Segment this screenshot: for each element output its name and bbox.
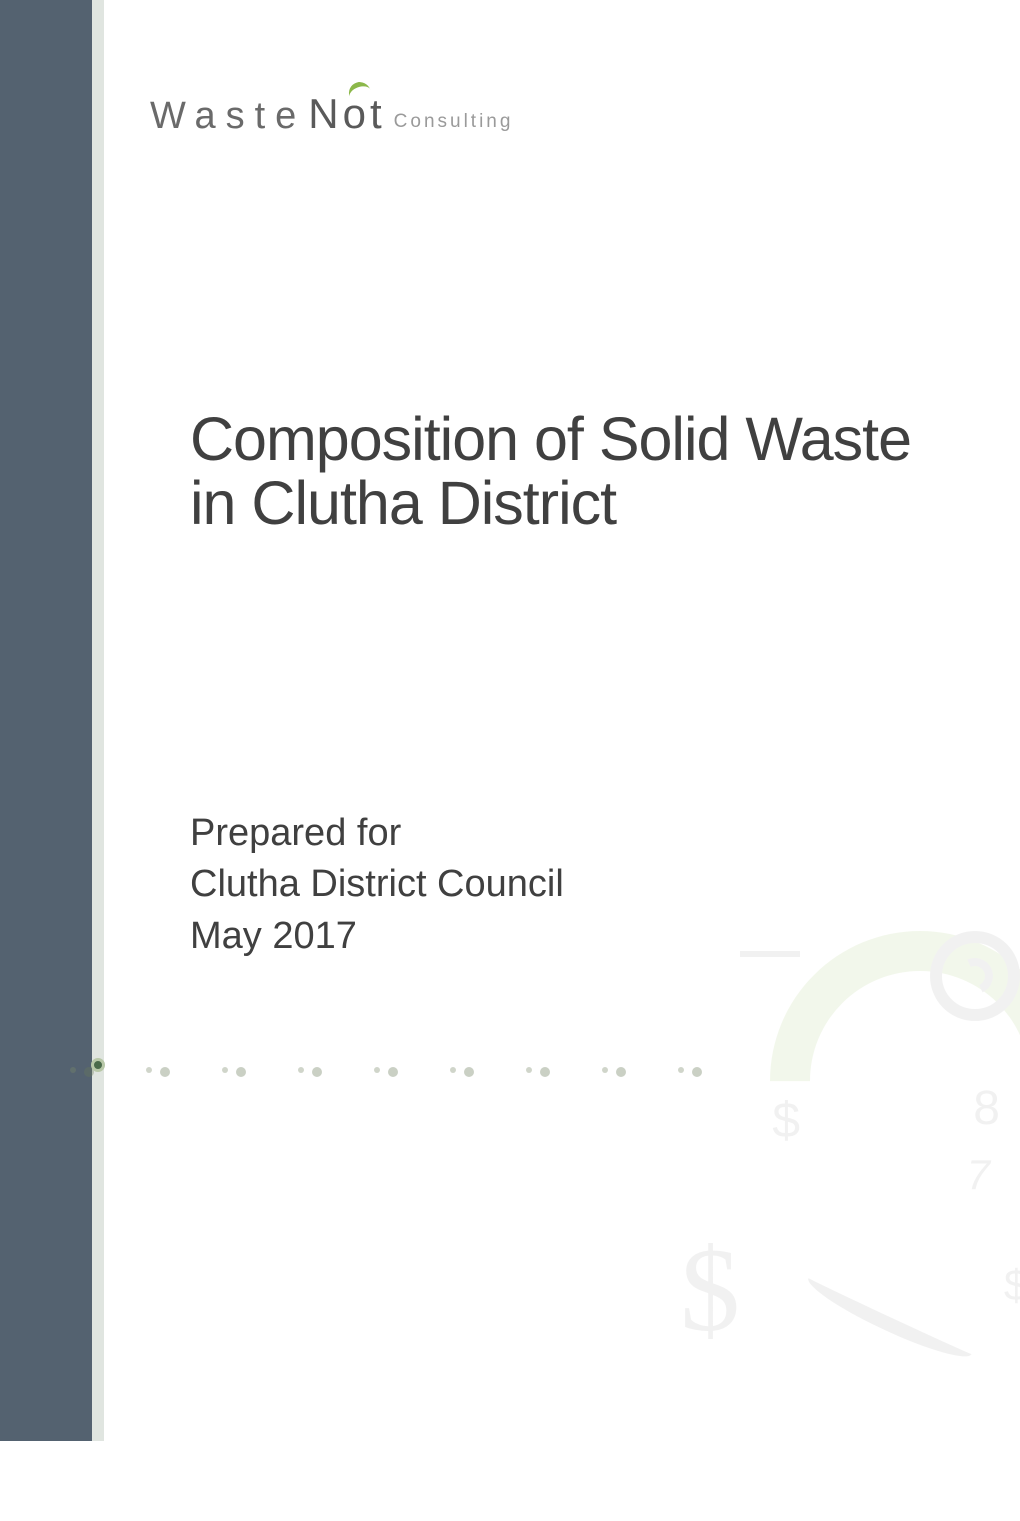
watermark-dash [740,951,800,957]
watermark-ring-icon [930,931,1020,1021]
watermark-dollar2-glyph: $ [772,1091,800,1149]
logo-text-not: Not [308,90,385,138]
company-logo: Waste Not Consulting [150,90,513,138]
dot-pair [450,1067,474,1077]
dot-pair [146,1067,170,1077]
sidebar-node-icon [91,1058,105,1072]
watermark-stroke [802,1264,978,1367]
logo-text-waste: Waste [150,95,306,138]
watermark-5star-glyph: $5* [1004,1261,1020,1311]
watermark-dollar-glyph: $ [680,1221,740,1359]
watermark-8-glyph: 8 [973,1081,1000,1136]
subtitle-prepared-for: Prepared for [190,808,564,859]
left-sidebar-band [0,0,102,1441]
dot-pair [222,1067,246,1077]
subtitle-client: Clutha District Council [190,859,564,910]
dot-pair [298,1067,322,1077]
dot-pair [70,1067,94,1077]
document-title: Composition of Solid Waste in Clutha Dis… [190,407,911,535]
inner-sidebar-band [92,0,104,1441]
title-line-1: Composition of Solid Waste [190,407,911,471]
dot-pair [374,1067,398,1077]
title-line-2: in Clutha District [190,471,911,535]
logo-text-consulting: Consulting [394,111,514,133]
background-watermark: $ 8 7 $5* $ [480,921,1020,1521]
watermark-7-glyph: 7 [967,1151,990,1199]
